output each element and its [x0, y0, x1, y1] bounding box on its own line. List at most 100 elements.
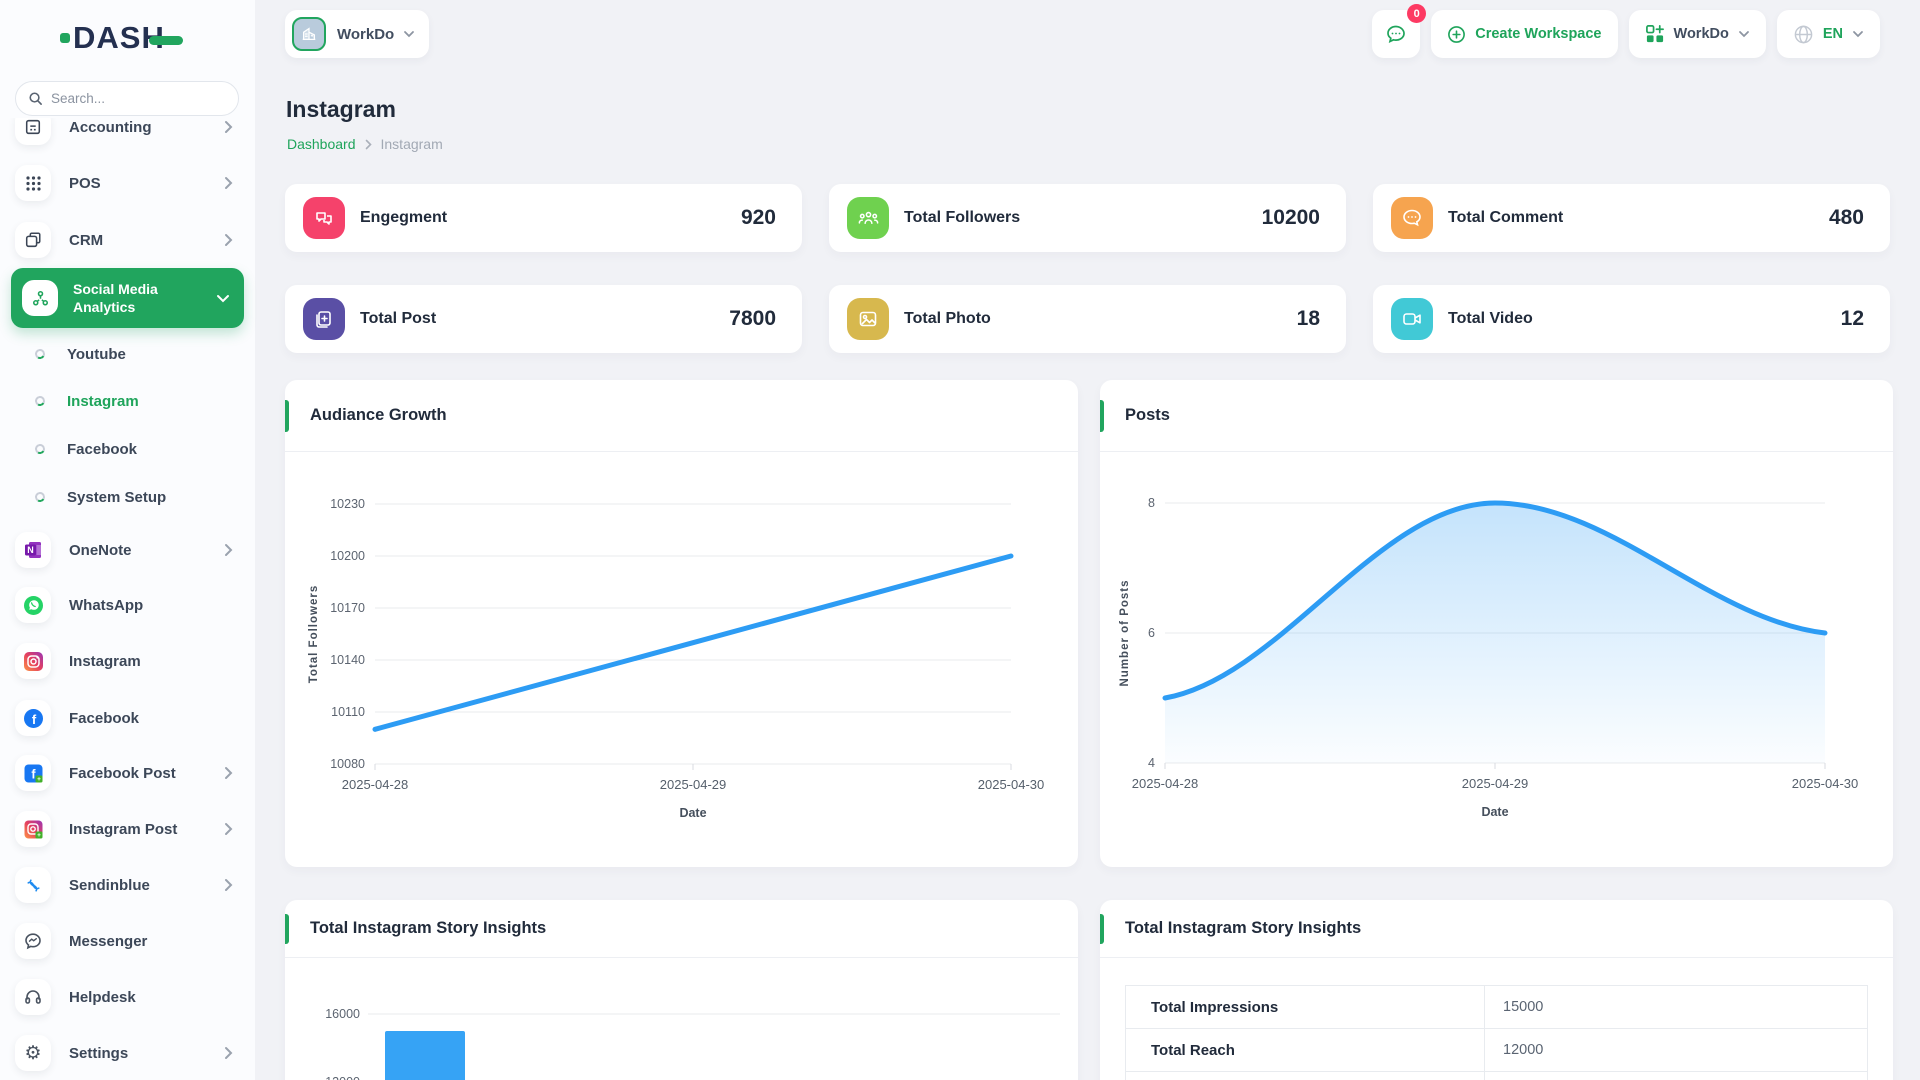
chevron-right-icon — [224, 233, 233, 247]
page-title: Instagram — [286, 96, 396, 122]
logo-dot — [60, 33, 70, 43]
chevron-right-icon — [365, 139, 372, 149]
sidebar-item-settings[interactable]: ⚙ Settings — [0, 1030, 255, 1076]
chevron-right-icon — [224, 766, 233, 780]
followers-icon — [847, 197, 889, 239]
panel-title: Total Instagram Story Insights — [310, 919, 547, 937]
sidebar-item-instagram-post[interactable]: + Instagram Post — [0, 806, 255, 852]
onenote-icon: N — [15, 532, 51, 568]
workspace-menu-button[interactable]: WorkDo — [1628, 10, 1766, 58]
svg-text:10140: 10140 — [330, 653, 365, 667]
chevron-right-icon — [224, 543, 233, 557]
table-row: Total Impressions 15000 — [1126, 986, 1867, 1029]
svg-text:2025-04-29: 2025-04-29 — [1462, 776, 1529, 791]
svg-text:10230: 10230 — [330, 497, 365, 511]
sidebar-item-helpdesk[interactable]: Helpdesk — [0, 974, 255, 1020]
bullet-icon — [33, 442, 47, 456]
sidebar-item-instagram[interactable]: Instagram — [0, 638, 255, 684]
accent-bar — [1100, 400, 1104, 432]
facebook-icon: f — [15, 700, 51, 736]
stat-card-total-comment: Total Comment 480 — [1373, 184, 1890, 252]
panel-title: Posts — [1125, 406, 1170, 424]
header-actions: 0 Create Workspace WorkDo EN — [1372, 4, 1880, 58]
sidebar-subitem-instagram[interactable]: Instagram — [0, 381, 255, 421]
audience-growth-chart: 10230 10200 10170 10140 10110 10080 2025-04-28… — [308, 497, 1045, 820]
breadcrumb-current: Instagram — [380, 136, 443, 152]
search-icon — [29, 92, 42, 105]
sidebar-item-facebook-post[interactable]: f + Facebook Post — [0, 750, 255, 796]
chevron-down-icon — [404, 31, 415, 38]
breadcrumb-dashboard-link[interactable]: Dashboard — [287, 136, 356, 152]
chevron-right-icon — [224, 120, 233, 134]
svg-text:2025-04-28: 2025-04-28 — [1132, 776, 1199, 791]
svg-text:f: f — [31, 767, 36, 781]
create-workspace-button[interactable]: Create Workspace — [1431, 10, 1618, 58]
globe-icon — [1794, 25, 1813, 43]
post-icon — [303, 298, 345, 340]
bullet-icon — [33, 490, 47, 504]
bullet-icon — [33, 394, 47, 408]
search-input[interactable] — [51, 91, 221, 106]
language-selector[interactable]: EN — [1776, 10, 1880, 58]
workspace-avatar-icon — [292, 17, 326, 51]
stat-card-total-followers: Total Followers 10200 — [829, 184, 1346, 252]
chevron-right-icon — [224, 878, 233, 892]
svg-text:N: N — [27, 545, 34, 555]
sidebar-header: DASH — [0, 0, 255, 118]
sidebar: Accounting POS CRM — [0, 0, 255, 1080]
sidebar-item-pos[interactable]: POS — [0, 160, 255, 206]
accent-bar — [1100, 914, 1104, 944]
chevron-down-icon — [1853, 31, 1863, 38]
engagement-icon — [303, 197, 345, 239]
sidebar-item-onenote[interactable]: N OneNote — [0, 527, 255, 573]
workspace-selector[interactable]: WorkDo — [285, 10, 430, 58]
accent-bar — [285, 914, 289, 944]
stat-card-total-post: Total Post 7800 — [285, 285, 802, 353]
story-insights-table: Total Impressions 15000 Total Reach 1200… — [1125, 985, 1868, 1080]
panel-title: Audiance Growth — [310, 406, 447, 424]
svg-text:Date: Date — [679, 806, 706, 820]
sidebar-item-crm[interactable]: CRM — [0, 217, 255, 263]
svg-text:8: 8 — [1148, 496, 1155, 510]
accent-bar — [285, 400, 289, 432]
workspace-name: WorkDo — [337, 25, 395, 43]
svg-text:10170: 10170 — [330, 601, 365, 615]
svg-text:2025-04-30: 2025-04-30 — [978, 777, 1045, 792]
grid-plus-icon — [1645, 25, 1664, 43]
sendinblue-icon — [15, 867, 51, 903]
bullet-icon — [33, 347, 47, 361]
sidebar-item-social-media-analytics[interactable]: Social Media Analytics — [11, 268, 244, 328]
whatsapp-icon — [15, 587, 51, 623]
svg-text:+: + — [37, 776, 41, 783]
svg-text:12000: 12000 — [325, 1075, 360, 1080]
sidebar-item-messenger[interactable]: Messenger — [0, 918, 255, 964]
sidebar-subitem-system-setup[interactable]: System Setup — [0, 477, 255, 517]
photo-icon — [847, 298, 889, 340]
svg-text:Date: Date — [1481, 805, 1508, 819]
helpdesk-icon — [15, 979, 51, 1015]
posts-panel: Posts 8 6 4 2025-04-28 2025-04-29 2025-04-30 D… — [1100, 380, 1893, 867]
social-media-analytics-icon — [22, 280, 58, 316]
svg-text:2025-04-30: 2025-04-30 — [1792, 776, 1859, 791]
svg-text:16000: 16000 — [325, 1007, 360, 1021]
svg-text:6: 6 — [1148, 626, 1155, 640]
table-row: Total Reach 12000 — [1126, 1029, 1867, 1072]
notification-badge: 0 — [1407, 4, 1427, 23]
video-icon — [1391, 298, 1433, 340]
chevron-right-icon — [224, 822, 233, 836]
chevron-right-icon — [224, 1046, 233, 1060]
sidebar-item-whatsapp[interactable]: WhatsApp — [0, 582, 255, 628]
plus-circle-icon — [1448, 25, 1466, 43]
stat-card-engagement: Engegment 920 — [285, 184, 802, 252]
sidebar-item-facebook[interactable]: f Facebook — [0, 695, 255, 741]
chevron-right-icon — [224, 176, 233, 190]
chat-notification-icon — [1387, 25, 1406, 44]
notifications-button[interactable]: 0 — [1372, 4, 1427, 58]
sidebar-subitem-youtube[interactable]: Youtube — [0, 334, 255, 374]
sidebar-subitem-facebook[interactable]: Facebook — [0, 429, 255, 469]
sidebar-search[interactable] — [15, 81, 239, 116]
settings-gear-icon: ⚙ — [15, 1035, 51, 1071]
crm-icon — [15, 222, 51, 258]
svg-text:f: f — [31, 712, 36, 727]
sidebar-item-sendinblue[interactable]: Sendinblue — [0, 862, 255, 908]
